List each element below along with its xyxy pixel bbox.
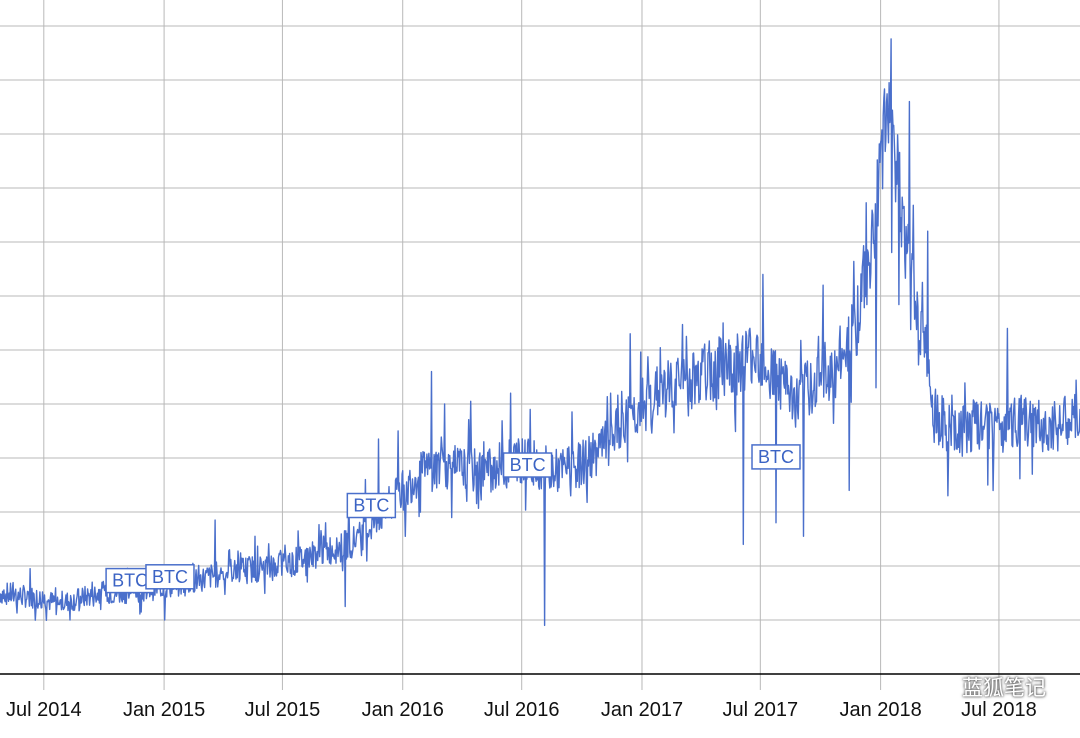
btc-marker-box [145,564,195,590]
x-tick-label: Jul 2015 [245,699,321,721]
btc-marker-label: BTC [758,447,794,467]
watermark: 蓝狐笔记 [926,672,1046,702]
x-tick-label: Jan 2016 [362,699,444,721]
btc-marker-label: BTC [152,567,188,587]
series-layer [0,38,1080,627]
watermark-text: 蓝狐笔记 [962,676,1046,700]
btc-marker: BTC [346,492,397,519]
btc-marker-box [502,452,553,478]
x-tick-label: Jan 2015 [123,699,205,721]
x-tick-label: Jul 2016 [484,699,560,721]
x-tick-label: Jan 2018 [839,699,921,721]
x-tick-label: Jan 2017 [601,699,683,721]
btc-marker-box [346,492,397,519]
btc-marker-label: BTC [510,455,546,475]
x-tick-label: Jul 2018 [961,699,1037,721]
x-tick-label: Jul 2017 [723,699,799,721]
btc-marker-label: BTC [112,571,148,591]
x-axis: Jul 2014 Jan 2015 Jul 2015 Jan 2016 Jul 2016… [0,673,1080,721]
x-tick-label: Jul 2014 [6,699,82,721]
btc-marker: BTC [502,452,553,478]
btc-marker-label: BTC [353,496,389,516]
btc-marker: BTC [751,444,801,470]
btc-marker: BTC [145,564,195,590]
wechat-icon [927,676,953,697]
series-line [0,38,1080,627]
btc-marker-box [751,444,801,470]
